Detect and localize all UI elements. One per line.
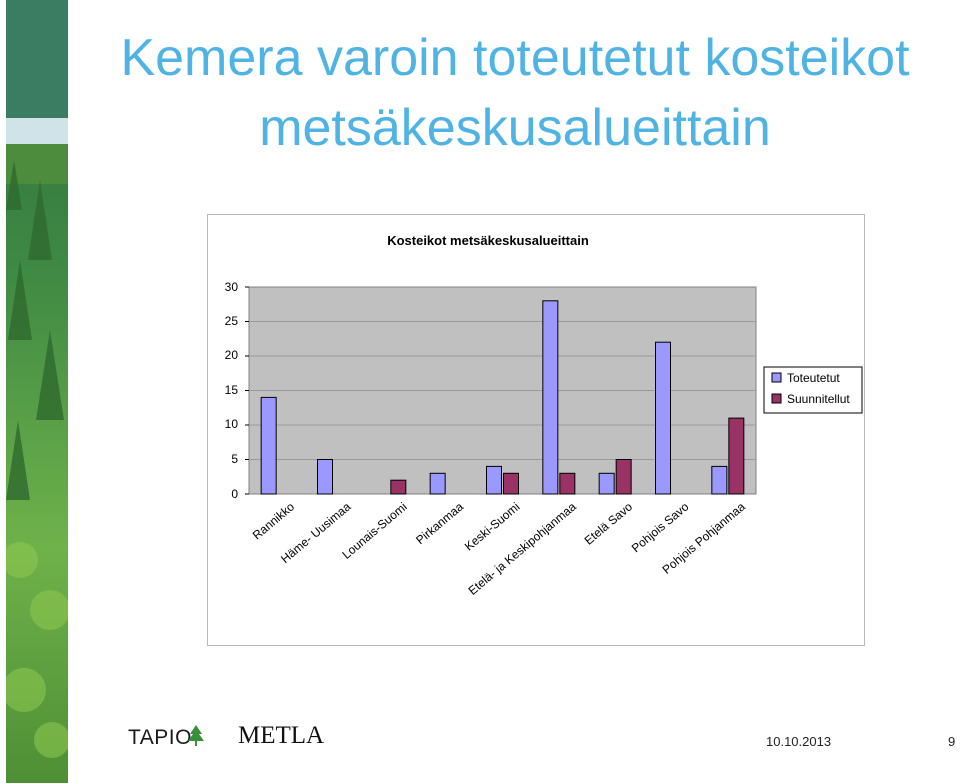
legend-label: Toteutetut bbox=[787, 371, 840, 385]
x-tick-label: Etelä- ja Keskipohjanmaa bbox=[466, 499, 579, 597]
y-tick-label: 0 bbox=[231, 487, 238, 501]
slide-page-number: 9 bbox=[948, 734, 956, 749]
legend-label: Suunnitellut bbox=[787, 392, 850, 406]
x-tick-label: Etelä Savo bbox=[582, 499, 636, 547]
tree-icon bbox=[188, 725, 204, 746]
bar-toteutetut bbox=[711, 465, 728, 495]
legend-swatch bbox=[771, 372, 782, 383]
slide-title-line-2: metsäkeskusalueittain bbox=[259, 99, 771, 157]
forest-photo-strip bbox=[0, 0, 68, 783]
chart-title: Kosteikot metsäkeskusalueittain bbox=[387, 233, 589, 248]
bar-toteutetut bbox=[317, 459, 333, 495]
bar-suunnitellut bbox=[503, 472, 519, 495]
bar-suunnitellut bbox=[615, 459, 632, 495]
bar-toteutetut bbox=[260, 396, 277, 495]
chart-frame: Kosteikot metsäkeskusalueittain 0 5 10 15 20 2… bbox=[207, 214, 865, 646]
y-tick-label: 15 bbox=[225, 383, 239, 397]
y-tick-label: 25 bbox=[225, 314, 239, 328]
bar-toteutetut bbox=[429, 472, 446, 495]
slide-title-line-1: Kemera varoin toteutetut kosteikot bbox=[120, 29, 910, 87]
bar-toteutetut bbox=[598, 472, 615, 495]
y-tick-label: 20 bbox=[225, 348, 239, 362]
x-tick-label: Keski-Suomi bbox=[462, 500, 523, 554]
x-tick-label: Pirkanmaa bbox=[413, 499, 466, 547]
bar-toteutetut bbox=[655, 341, 671, 495]
y-tick-label: 5 bbox=[231, 452, 238, 466]
bar-toteutetut bbox=[486, 465, 502, 495]
bar-toteutetut bbox=[542, 300, 559, 495]
slide-date: 10.10.2013 bbox=[766, 734, 832, 749]
bar-chart: Kosteikot metsäkeskusalueittain 0 5 10 15 20 2… bbox=[225, 233, 863, 598]
bar-suunnitellut bbox=[728, 417, 745, 495]
metla-logo: METLA bbox=[238, 722, 325, 749]
tapio-logo: TAPIO bbox=[128, 726, 192, 749]
y-tick-label: 30 bbox=[225, 280, 239, 294]
bar-suunnitellut bbox=[559, 472, 576, 495]
legend-swatch bbox=[771, 393, 782, 404]
x-tick-label: Rannikko bbox=[250, 499, 298, 542]
bar-suunnitellut bbox=[390, 479, 407, 495]
y-tick-label: 10 bbox=[225, 417, 239, 431]
